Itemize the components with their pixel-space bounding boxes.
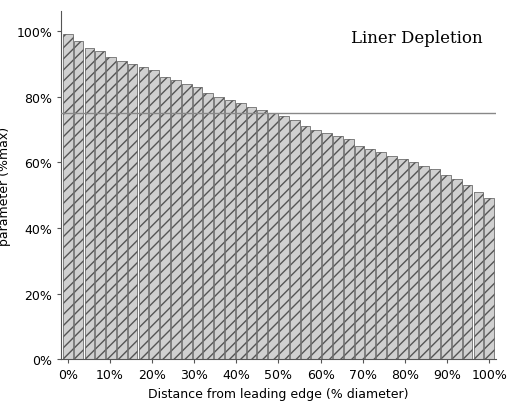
Bar <box>182 84 192 359</box>
Bar <box>430 169 440 359</box>
Bar <box>441 176 451 359</box>
Bar <box>279 117 289 359</box>
Bar <box>84 48 94 359</box>
Bar <box>268 114 278 359</box>
Bar <box>247 107 257 359</box>
Bar <box>74 42 83 359</box>
Bar <box>376 153 386 359</box>
Bar <box>96 52 105 359</box>
Bar <box>365 150 375 359</box>
Bar <box>203 94 213 359</box>
Bar <box>149 71 159 359</box>
Bar <box>214 97 224 359</box>
Y-axis label: parameter (%max): parameter (%max) <box>0 126 11 245</box>
Bar <box>484 199 494 359</box>
Text: Liner Depletion: Liner Depletion <box>351 30 482 47</box>
Bar <box>311 130 321 359</box>
Bar <box>355 147 364 359</box>
X-axis label: Distance from leading edge (% diameter): Distance from leading edge (% diameter) <box>148 387 409 400</box>
Bar <box>160 78 170 359</box>
Bar <box>258 111 267 359</box>
Bar <box>117 62 127 359</box>
Bar <box>474 192 483 359</box>
Bar <box>63 35 73 359</box>
Bar <box>344 140 354 359</box>
Bar <box>225 101 235 359</box>
Bar <box>463 186 473 359</box>
Bar <box>193 88 202 359</box>
Bar <box>398 160 408 359</box>
Bar <box>452 179 461 359</box>
Bar <box>387 157 397 359</box>
Bar <box>409 163 419 359</box>
Bar <box>138 68 148 359</box>
Bar <box>290 121 299 359</box>
Bar <box>322 133 332 359</box>
Bar <box>106 58 116 359</box>
Bar <box>300 127 310 359</box>
Bar <box>333 137 343 359</box>
Bar <box>236 104 246 359</box>
Bar <box>420 166 429 359</box>
Bar <box>171 81 181 359</box>
Bar <box>128 65 137 359</box>
